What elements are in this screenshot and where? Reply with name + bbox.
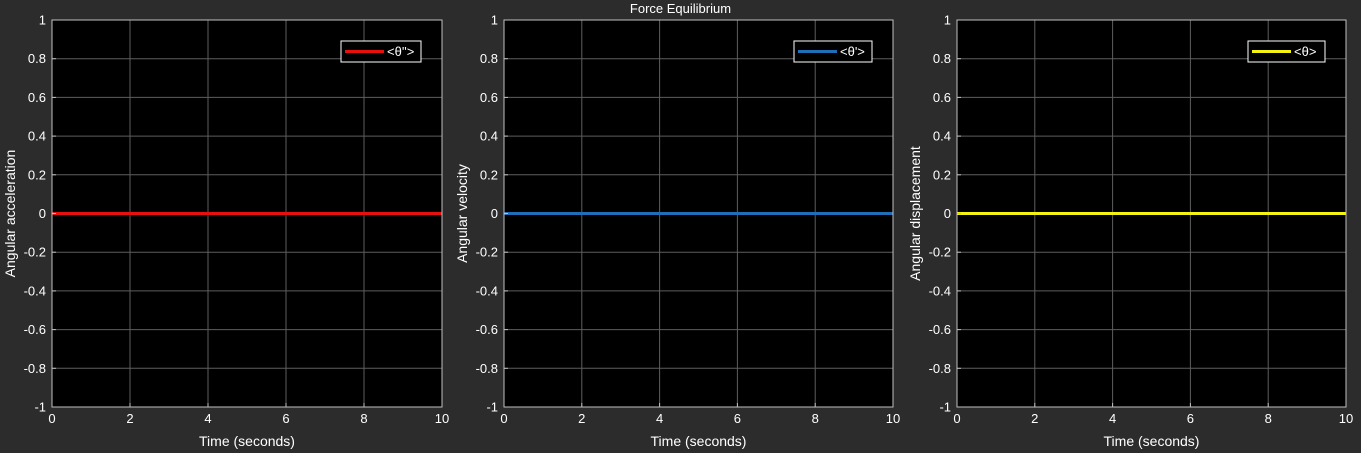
y-tick-label: -0.4: [24, 283, 46, 298]
x-tick-label: 6: [282, 411, 289, 426]
y-tick-label: 0.4: [480, 129, 498, 144]
x-tick-label: 2: [578, 411, 585, 426]
x-tick-label: 10: [886, 411, 900, 426]
y-tick-label: -0.6: [929, 322, 951, 337]
y-tick-label: -0.4: [929, 283, 951, 298]
x-tick-label: 4: [656, 411, 663, 426]
y-axis-label: Angular acceleration: [2, 150, 18, 278]
x-tick-label: 4: [1109, 411, 1116, 426]
legend-label: <θ''>: [387, 44, 414, 59]
y-tick-label: 1: [491, 13, 498, 28]
y-tick-label: 0.6: [933, 90, 951, 105]
legend: <θ'>: [793, 40, 873, 63]
x-tick-label: 4: [204, 411, 211, 426]
legend: <θ>: [1247, 40, 1326, 63]
x-axis-label: Time (seconds): [1104, 433, 1200, 449]
y-tick-label: 0.2: [933, 167, 951, 182]
y-tick-label: 0.4: [933, 129, 951, 144]
y-tick-label: 0: [39, 206, 46, 221]
x-tick-label: 2: [126, 411, 133, 426]
x-tick-label: 0: [500, 411, 507, 426]
y-tick-label: 0.2: [480, 167, 498, 182]
y-tick-label: 0.8: [28, 51, 46, 66]
y-tick-label: -0.6: [476, 322, 498, 337]
axes-3: 0 2 4 6 8 10 -1 -0.8 -0.6 -0.4 -0.2 0 0.2 0.4 0.6 0.8 1 T…: [907, 13, 1353, 450]
y-tick-label: 0: [491, 206, 498, 221]
y-tick-label: -1: [486, 400, 498, 415]
legend-label: <θ>: [1294, 44, 1316, 59]
x-tick-label: 8: [360, 411, 367, 426]
y-tick-label: -0.2: [929, 245, 951, 260]
y-axis-label: Angular displacement: [907, 146, 923, 281]
y-tick-label: -0.8: [476, 361, 498, 376]
y-axis-label: Angular velocity: [454, 164, 470, 263]
y-tick-label: 0: [944, 206, 951, 221]
y-tick-label: 1: [944, 13, 951, 28]
x-tick-label: 0: [953, 411, 960, 426]
legend-label: <θ'>: [840, 44, 865, 59]
y-tick-label: -0.4: [476, 283, 498, 298]
y-tick-label: -0.2: [24, 245, 46, 260]
x-tick-label: 8: [1265, 411, 1272, 426]
x-tick-label: 8: [812, 411, 819, 426]
x-tick-label: 10: [1339, 411, 1353, 426]
y-tick-label: 0.8: [933, 51, 951, 66]
y-tick-label: 0.8: [480, 51, 498, 66]
x-axis-label: Time (seconds): [651, 433, 747, 449]
y-tick-label: 0.6: [480, 90, 498, 105]
y-tick-label: 0.2: [28, 167, 46, 182]
y-tick-label: -0.2: [476, 245, 498, 260]
x-tick-label: 0: [48, 411, 55, 426]
figure-title: Force Equilibrium: [629, 1, 732, 16]
y-tick-label: -0.6: [24, 322, 46, 337]
axes-2: 0 2 4 6 8 10 -1 -0.8 -0.6 -0.4 -0.2 0 0.2 0.4 0.6 0.8 1 T…: [454, 13, 900, 450]
x-tick-label: 10: [435, 411, 449, 426]
legend: <θ''>: [340, 40, 422, 63]
x-tick-label: 6: [1187, 411, 1194, 426]
x-tick-label: 6: [734, 411, 741, 426]
axes-1: 0 2 4 6 8 10 -1 -0.8 -0.6 -0.4 -0.2 0 0.2 0.4 0.6 0.8 1 T…: [2, 13, 449, 450]
y-tick-label: -1: [34, 400, 46, 415]
x-axis-label: Time (seconds): [199, 433, 295, 449]
x-tick-label: 2: [1031, 411, 1038, 426]
y-tick-label: -0.8: [24, 361, 46, 376]
y-tick-label: 0.6: [28, 90, 46, 105]
y-tick-label: 1: [39, 13, 46, 28]
y-tick-label: 0.4: [28, 129, 46, 144]
y-tick-label: -1: [939, 400, 951, 415]
y-tick-label: -0.8: [929, 361, 951, 376]
